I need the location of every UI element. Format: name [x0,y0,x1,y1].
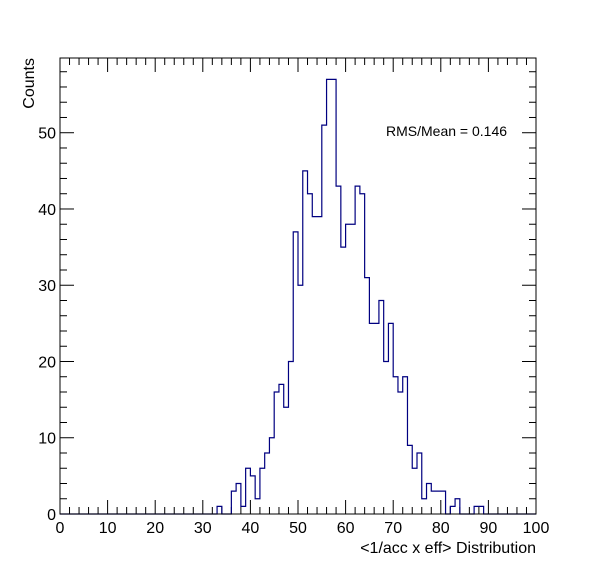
y-tick-label: 20 [38,354,56,371]
y-tick-label: 30 [38,278,56,295]
x-tick-label: 30 [194,520,212,537]
y-tick-labels: 0 10 20 30 40 50 [38,126,56,524]
x-tick-label: 10 [99,520,117,537]
y-axis-label: Counts [21,58,38,109]
x-tick-label: 40 [242,520,260,537]
x-axis-label: <1/acc x eff> Distribution [360,540,536,557]
y-tick-label: 0 [47,507,56,524]
x-tick-label: 80 [432,520,450,537]
x-tick-label: 90 [480,520,498,537]
y-tick-label: 40 [38,202,56,219]
x-tick-label: 20 [146,520,164,537]
x-tick-label: 60 [337,520,355,537]
x-tick-label: 100 [523,520,550,537]
x-tick-labels: 0 10 20 30 40 50 60 70 80 90 100 [56,520,550,537]
x-tick-label: 50 [289,520,307,537]
y-tick-label: 10 [38,431,56,448]
rms-mean-annotation: RMS/Mean = 0.146 [386,123,507,139]
x-tick-label: 0 [56,520,65,537]
plot-frame [59,57,537,515]
x-tick-label: 70 [384,520,402,537]
y-tick-label: 50 [38,126,56,143]
